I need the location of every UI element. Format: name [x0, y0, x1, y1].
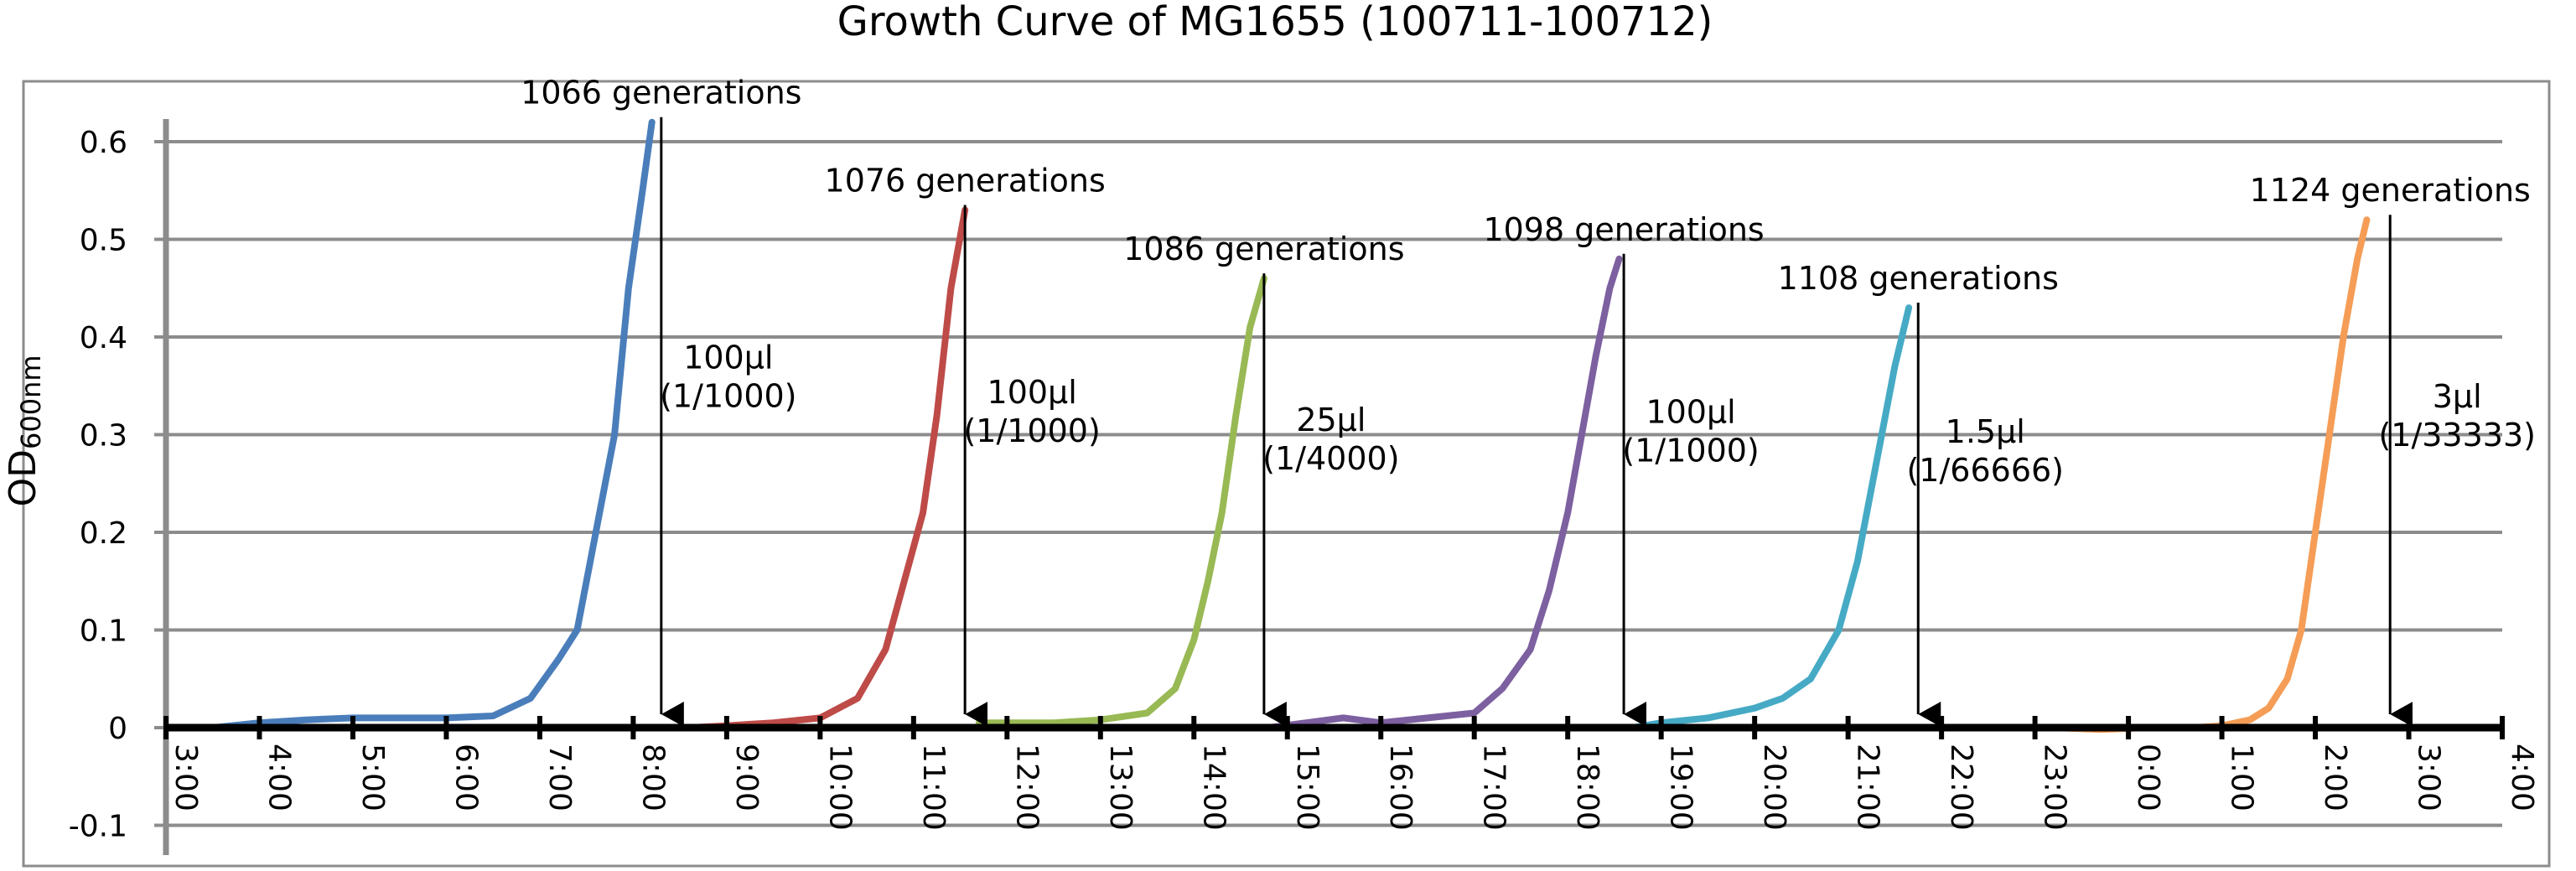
chart-title: Growth Curve of MG1655 (100711-100712) [837, 0, 1713, 45]
y-axis-title-main: OD [2, 449, 44, 507]
gridlines [154, 140, 2502, 827]
series-line-4 [1265, 255, 1623, 731]
dilution-volume-label-1: 100μl [683, 339, 773, 376]
x-tick-label: 0:00 [2131, 744, 2165, 811]
y-axis-title-subscript: 600nm [15, 355, 47, 449]
x-tick-label: 4:00 [262, 744, 296, 811]
x-tick-label: 17:00 [1477, 744, 1511, 831]
generation-label-6: 1124 generations [2250, 172, 2531, 209]
x-tick-label: 16:00 [1383, 744, 1418, 831]
y-tick-label: 0.6 [80, 126, 127, 160]
y-tick-labels: -0.1 0 0.1 0.2 0.3 0.4 0.5 0.6 [69, 126, 127, 844]
y-tick-label: 0 [108, 712, 127, 746]
x-tick-labels: 3:00 4:00 5:00 6:00 7:00 8:00 9:00 10:00 11:00 12… [163, 716, 2539, 831]
x-tick-label: 4:00 [2505, 744, 2539, 811]
x-tick-label: 22:00 [1944, 744, 1978, 831]
y-tick-label: 0.2 [80, 516, 127, 551]
x-tick-label: 11:00 [916, 744, 951, 831]
x-tick-label: 21:00 [1851, 744, 1885, 831]
y-tick-label: -0.1 [69, 810, 127, 844]
dilution-volume-label-3: 25μl [1296, 402, 1366, 438]
generation-label-2: 1076 generations [825, 163, 1106, 200]
x-tick-label: 3:00 [168, 744, 203, 811]
dilution-volume-label-5: 1.5μl [1946, 413, 2025, 450]
dilution-ratio-label-5: (1/66666) [1906, 452, 2064, 489]
dilution-volume-label-4: 100μl [1646, 394, 1735, 431]
dilution-ratio-label-2: (1/1000) [963, 412, 1100, 449]
series-line-5 [1630, 304, 1913, 731]
plot-frame [22, 80, 2551, 868]
series-line-1 [209, 118, 656, 731]
x-tick-label: 3:00 [2412, 744, 2446, 811]
generation-label-1: 1066 generations [521, 75, 801, 111]
generation-label-3: 1086 generations [1123, 231, 1404, 267]
y-axis-label: OD600nm [2, 355, 47, 506]
series-line-2 [686, 206, 969, 731]
y-tick-label: 0.4 [80, 321, 127, 355]
x-tick-label: 18:00 [1570, 744, 1604, 831]
data-series [209, 118, 2371, 734]
x-tick-label: 9:00 [729, 744, 764, 811]
x-tick-label: 12:00 [1009, 744, 1044, 831]
dilution-ratio-label-6: (1/33333) [2378, 417, 2536, 454]
dilution-ratio-label-1: (1/1000) [660, 377, 796, 414]
x-tick-label: 19:00 [1664, 744, 1698, 831]
dilution-ratio-label-3: (1/4000) [1262, 440, 1399, 477]
dilution-volume-label-6: 3μl [2433, 378, 2482, 415]
dilution-volume-label-2: 100μl [987, 374, 1077, 411]
x-tick-label: 6:00 [448, 744, 483, 811]
dilution-ratio-label-4: (1/1000) [1622, 433, 1759, 469]
x-tick-label: 8:00 [635, 744, 670, 811]
generation-label-5: 1108 generations [1778, 260, 2059, 297]
y-tick-label: 0.5 [80, 224, 127, 258]
y-tick-label: 0.3 [80, 419, 127, 454]
x-tick-label: 2:00 [2318, 744, 2352, 811]
x-tick-label: 5:00 [355, 744, 390, 811]
generation-label-4: 1098 generations [1483, 211, 1764, 248]
x-tick-label: 1:00 [2225, 744, 2259, 811]
series-line-3 [975, 275, 1267, 727]
x-tick-label: 20:00 [1757, 744, 1791, 831]
y-axis-title: OD600nm [2, 355, 47, 506]
x-tick-label: 10:00 [822, 744, 857, 831]
y-tick-label: 0.1 [80, 614, 127, 649]
x-tick-label: 14:00 [1196, 744, 1231, 831]
x-tick-label: 23:00 [2038, 744, 2072, 831]
x-tick-label: 7:00 [542, 744, 577, 811]
x-tick-label: 15:00 [1290, 744, 1324, 831]
x-tick-label: 13:00 [1103, 744, 1138, 831]
